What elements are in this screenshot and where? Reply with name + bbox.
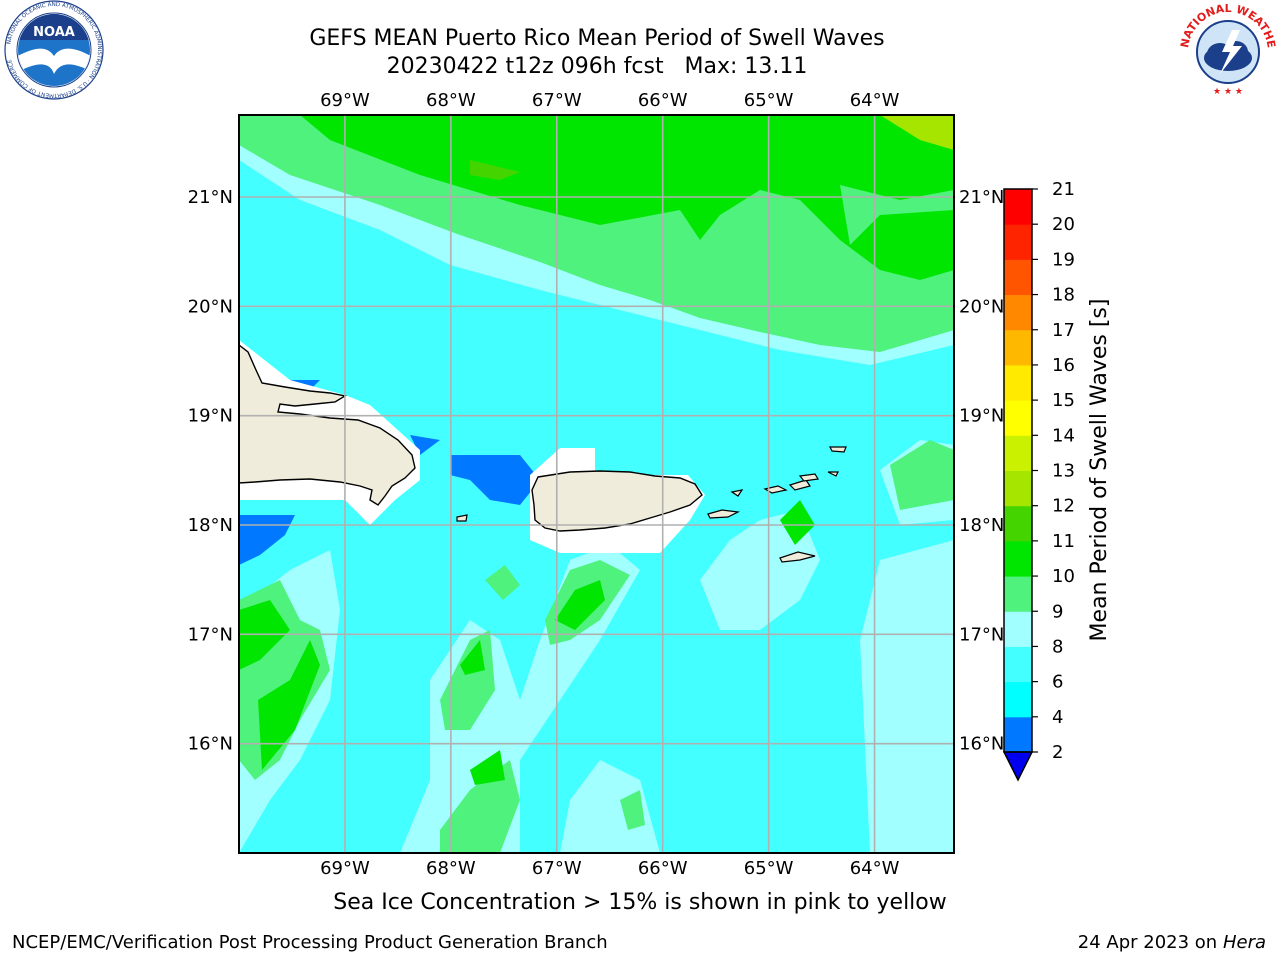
colorbar-segment: [1004, 646, 1032, 683]
colorbar-segment: [1004, 576, 1032, 612]
lat-label-right: 16°N: [959, 734, 1004, 755]
lon-label-bottom: 65°W: [744, 858, 794, 879]
lon-label-bottom: 67°W: [532, 858, 582, 879]
colorbar-tick-label: 14: [1052, 425, 1075, 446]
colorbar-segment: [1004, 329, 1032, 366]
colorbar-label: Mean Period of Swell Waves [s]: [1087, 299, 1112, 642]
lon-label-top: 64°W: [850, 90, 900, 111]
lon-label-top: 67°W: [532, 90, 582, 111]
lon-label-top: 66°W: [638, 90, 688, 111]
colorbar-segment: [1004, 681, 1032, 718]
lat-label-left: 18°N: [188, 515, 233, 536]
colorbar-tick-label: 15: [1052, 390, 1075, 411]
colorbar-segment: [1004, 540, 1032, 577]
colorbar-segment: [1004, 611, 1032, 647]
colorbar-segment: [1004, 505, 1032, 542]
footer-host: Hera: [1222, 932, 1266, 953]
land-puerto-rico: [531, 470, 703, 532]
colorbar-segment: [1004, 470, 1032, 507]
colorbar-segment: [1004, 435, 1032, 471]
land-small-islands: [456, 446, 847, 563]
lat-label-right: 18°N: [959, 515, 1004, 536]
lon-label-top: 65°W: [744, 90, 794, 111]
lat-label-left: 20°N: [188, 296, 233, 317]
colorbar-segment: [1004, 224, 1032, 260]
colorbar-tick-label: 2: [1052, 742, 1063, 763]
noaa-logo-text: NOAA: [33, 25, 75, 40]
colorbar-segment: [1004, 716, 1032, 753]
colorbar-tick-label: 11: [1052, 531, 1075, 552]
colorbar-tick-label: 18: [1052, 285, 1075, 306]
colorbar-tick-label: 8: [1052, 636, 1063, 657]
footer-date: 24 Apr 2023 on Hera: [1077, 932, 1266, 953]
colorbar-tick-label: 17: [1052, 320, 1075, 341]
land-hispaniola: [238, 343, 416, 506]
colorbar-segment: [1004, 294, 1032, 331]
lat-label-right: 21°N: [959, 187, 1004, 208]
colorbar-tick-label: 4: [1052, 707, 1063, 728]
lat-labels-left: 21°N 20°N 19°N 18°N 17°N 16°N: [188, 187, 233, 755]
noaa-logo: NOAA NATIONAL OCEANIC AND ATMOSPHERIC AD…: [4, 0, 104, 100]
colorbar-tick-label: 13: [1052, 461, 1075, 482]
map-frame: [238, 114, 955, 854]
colorbar-tick-label: 9: [1052, 601, 1063, 622]
lat-label-left: 21°N: [188, 187, 233, 208]
colorbar: 2 4 6 8 9 10 11 12 13 14 15 16 17 18 19 20 21: [1002, 179, 1075, 782]
lon-label-bottom: 66°W: [638, 858, 688, 879]
lat-label-left: 19°N: [188, 406, 233, 427]
sea-ice-note: Sea Ice Concentration > 15% is shown in …: [333, 890, 947, 915]
lat-label-left: 17°N: [188, 624, 233, 645]
colorbar-tick-label: 21: [1052, 179, 1075, 200]
lat-labels-right: 21°N 20°N 19°N 18°N 17°N 16°N: [959, 187, 1004, 755]
colorbar-segment: [1004, 259, 1032, 296]
colorbar-tick-label: 10: [1052, 566, 1075, 587]
lat-label-right: 17°N: [959, 624, 1004, 645]
lon-label-top: 68°W: [426, 90, 476, 111]
lon-label-top: 69°W: [320, 90, 370, 111]
colorbar-tick-label: 6: [1052, 672, 1063, 693]
colorbar-tick-label: 16: [1052, 355, 1075, 376]
lat-label-left: 16°N: [188, 734, 233, 755]
colorbar-under-arrow: [1002, 751, 1034, 782]
map-grid: [239, 115, 954, 853]
colorbar-tick-label: 20: [1052, 214, 1075, 235]
chart-subtitle: 20230422 t12z 096h fcst Max: 13.11: [386, 54, 808, 79]
colorbar-tick-label: 12: [1052, 496, 1075, 517]
lon-label-bottom: 69°W: [320, 858, 370, 879]
lat-label-right: 19°N: [959, 406, 1004, 427]
chart-title: GEFS MEAN Puerto Rico Mean Period of Swe…: [309, 26, 885, 51]
colorbar-segment: [1004, 189, 1032, 225]
lon-label-bottom: 68°W: [426, 858, 476, 879]
lat-label-right: 20°N: [959, 296, 1004, 317]
colorbar-tick-label: 19: [1052, 249, 1075, 270]
lon-labels-bottom: 69°W 68°W 67°W 66°W 65°W 64°W: [320, 858, 900, 879]
colorbar-segment: [1004, 364, 1032, 401]
nws-logo: NATIONAL WEATHER SERVICE ★ ★ ★: [1176, 0, 1278, 100]
lon-labels-top: 69°W 68°W 67°W 66°W 65°W 64°W: [320, 90, 900, 111]
footer-organization: NCEP/EMC/Verification Post Processing Pr…: [12, 932, 608, 953]
lon-label-bottom: 64°W: [850, 858, 900, 879]
colorbar-segment: [1004, 400, 1032, 436]
svg-text:★ ★ ★: ★ ★ ★: [1213, 87, 1243, 97]
